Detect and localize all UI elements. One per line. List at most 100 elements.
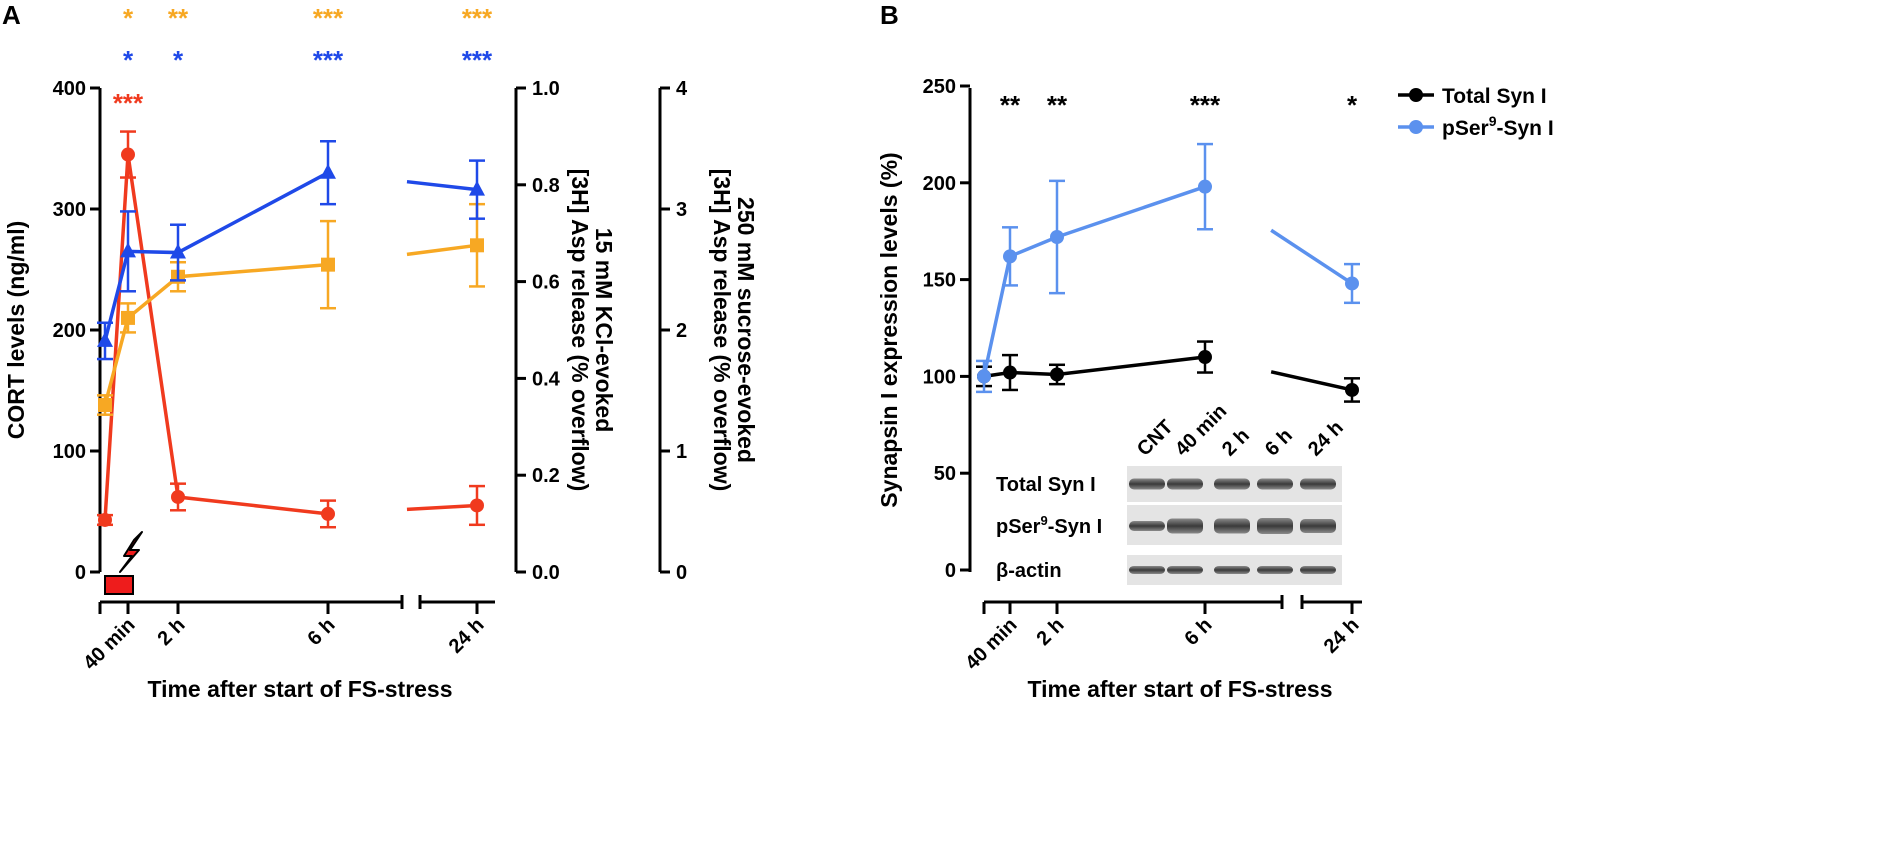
y-tick-label: 50	[934, 463, 956, 485]
total-syn-point	[1050, 367, 1064, 382]
blot-row-label-text: Total Syn I	[996, 474, 1096, 496]
cort-line	[103, 154, 329, 521]
series-pser-syn	[976, 142, 1360, 394]
sucrose-tick-label: 4	[676, 78, 688, 100]
blot-lane-label: 2 h	[1218, 425, 1254, 461]
blot-band	[1214, 518, 1250, 534]
legend: Total Syn I pSer9-Syn I	[1398, 85, 1554, 140]
total-syn-point	[1003, 365, 1017, 380]
cort-tick-label: 300	[53, 199, 86, 221]
kcl-line-after-break	[406, 243, 478, 257]
legend-label-pser: pSer9-Syn I	[1442, 113, 1554, 140]
total-syn-line-after-break	[1270, 370, 1353, 392]
kcl-tick-label: 0.8	[532, 175, 560, 197]
significance-mark: ***	[113, 88, 144, 118]
sucrose-point	[97, 331, 113, 347]
kcl-point	[470, 238, 484, 253]
sucrose-point	[320, 163, 336, 179]
pser-syn-point	[1198, 179, 1212, 194]
sucrose-point	[469, 180, 485, 196]
blot-band	[1257, 566, 1293, 574]
kcl-axis-label-line1: 15 mM KCl-evoked	[591, 228, 617, 433]
kcl-tick-label: 1.0	[532, 78, 560, 100]
panel-b-x-ticks: 40 min 2 h 6 h 24 h	[961, 595, 1364, 674]
sucrose-tick-label: 0	[676, 562, 687, 584]
y-tick-label: 200	[923, 173, 956, 195]
kcl-point	[98, 398, 112, 413]
significance-mark: ***	[313, 45, 344, 75]
y-tick-label: 100	[923, 366, 956, 388]
blot-band	[1214, 478, 1250, 490]
blot-band	[1257, 478, 1293, 490]
sucrose-line	[103, 171, 329, 342]
significance-mark: ***	[462, 3, 493, 33]
total-syn-point	[1345, 382, 1359, 397]
blot-row-label-text: β-actin	[996, 560, 1062, 582]
sucrose-axis-label-line1: 250 mM sucrose-evoked	[733, 197, 759, 463]
blot-row-label: Total Syn I	[996, 474, 1096, 496]
blot-band	[1300, 478, 1336, 490]
series-sucrose	[97, 139, 485, 361]
panel-b-series	[976, 142, 1360, 403]
legend-marker-pser	[1409, 120, 1423, 134]
sucrose-point	[120, 242, 136, 258]
series-total-syn	[976, 340, 1360, 403]
legend-item-pser-syn: pSer9-Syn I	[1398, 113, 1554, 140]
significance-mark: *	[173, 45, 184, 75]
blot-lane-label: 40 min	[1171, 400, 1231, 460]
significance-mark: **	[1000, 90, 1021, 120]
series-kcl	[97, 202, 485, 416]
legend-label-total: Total Syn I	[1442, 85, 1547, 108]
total-syn-line	[983, 355, 1206, 379]
panel-b-y-ticks: 0 50 100 150 200 250	[923, 76, 970, 582]
y-tick-label: 150	[923, 270, 956, 292]
significance-mark: *	[1347, 90, 1358, 120]
kcl-point	[121, 310, 135, 325]
significance-mark: ***	[313, 3, 344, 33]
sucrose-line-after-break	[406, 179, 478, 192]
panel-b-significance: ** ** *** *	[1000, 90, 1358, 120]
blot-row-label-sup: 9	[1040, 513, 1047, 528]
kcl-tick-label: 0.2	[532, 465, 560, 487]
x-tick-label: 40 min	[961, 614, 1021, 674]
sucrose-axis-label-line2: [3H] Asp release (% overflow)	[709, 169, 735, 492]
total-syn-point	[1198, 350, 1212, 365]
blot-band	[1257, 518, 1293, 534]
pser-syn-point	[977, 369, 991, 384]
significance-mark: *	[123, 45, 134, 75]
blot-lane-label: CNT	[1133, 416, 1178, 461]
series-cort	[97, 130, 485, 529]
y-tick-label: 250	[923, 76, 956, 98]
kcl-line	[103, 262, 329, 406]
pser-syn-point	[1003, 249, 1017, 264]
x-tick-label: 2 h	[154, 614, 190, 650]
pser-syn-point	[1345, 276, 1359, 291]
blot-row-label-rest: -Syn I	[1048, 516, 1102, 538]
cort-line-after-break	[406, 503, 478, 512]
kcl-tick-label: 0.4	[532, 368, 561, 390]
blot-lane-label: 24 h	[1304, 417, 1348, 461]
cort-point	[171, 489, 185, 504]
cort-point	[121, 147, 135, 162]
panel-b-letter: B	[880, 0, 899, 30]
legend-item-total-syn: Total Syn I	[1398, 85, 1547, 108]
panel-a-letter: A	[2, 0, 21, 30]
y-tick-label: 0	[945, 560, 956, 582]
cort-point	[321, 506, 335, 521]
blot-row-label: pSer9-Syn I	[996, 513, 1102, 538]
panel-b-y-axis-label: Synapsin I expression levels (%)	[876, 152, 902, 507]
panel-a-y-ticks: 0 100 200 300 400 0.0 0.2 0.4 0.6 0.8 1.0 0 1 2 3 4	[53, 78, 688, 584]
cort-axis-label: CORT levels (ng/ml)	[3, 221, 29, 440]
kcl-axis-label-line2: [3H] Asp release (% overflow)	[567, 169, 593, 492]
kcl-tick-label: 0.6	[532, 272, 560, 294]
sucrose-point	[170, 243, 186, 259]
blot-row-label: β-actin	[996, 560, 1062, 582]
cort-tick-label: 100	[53, 441, 86, 463]
x-tick-label: 6 h	[304, 614, 340, 650]
blot-band	[1129, 478, 1165, 490]
sucrose-tick-label: 2	[676, 320, 687, 342]
blot-band	[1214, 566, 1250, 574]
panel-a: 0 100 200 300 400 0.0 0.2 0.4 0.6 0.8 1.0 0 1 2 3 4 40 …	[3, 3, 759, 702]
x-tick-label: 24 h	[445, 614, 489, 658]
